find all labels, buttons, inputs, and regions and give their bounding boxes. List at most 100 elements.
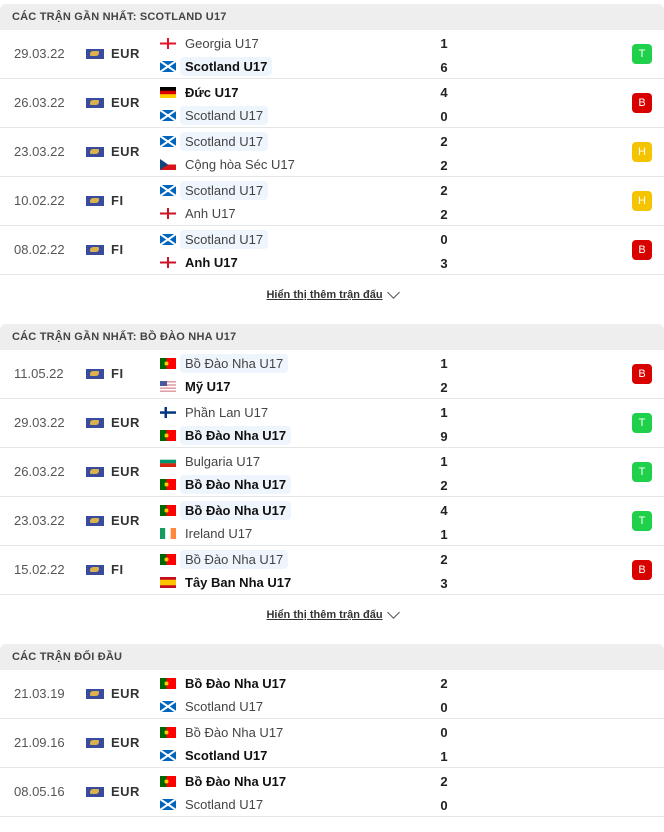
league-name[interactable]: EUR: [111, 415, 140, 430]
away-score: 6: [440, 60, 448, 75]
match-row[interactable]: 21.03.19 EUR Bồ Đào Nha U17 Scotland U17 …: [0, 670, 664, 719]
match-row[interactable]: 23.03.22 EUR Bồ Đào Nha U17 Ireland U17 4…: [0, 497, 664, 546]
team-name[interactable]: Bồ Đào Nha U17: [185, 773, 287, 789]
team-name[interactable]: Scotland U17: [185, 747, 268, 763]
league-name[interactable]: EUR: [111, 513, 140, 528]
league-name[interactable]: EUR: [111, 46, 140, 61]
team-away[interactable]: Anh U17: [160, 251, 243, 273]
league-icon: [86, 49, 104, 59]
team-away[interactable]: Bồ Đào Nha U17: [160, 424, 292, 446]
team-name[interactable]: Bồ Đào Nha U17: [180, 500, 292, 520]
portugal-flag-icon: [160, 677, 176, 689]
section-title: CÁC TRẬN ĐỐI ĐẦU: [12, 651, 123, 663]
team-home[interactable]: Georgia U17: [160, 32, 264, 54]
match-row[interactable]: 29.03.22 EUR Georgia U17 Scotland U17 1 6…: [0, 30, 664, 79]
team-name[interactable]: Bồ Đào Nha U17: [185, 724, 284, 740]
result-badge: T: [632, 511, 652, 531]
team-name[interactable]: Anh U17: [185, 254, 238, 270]
scotland-flag-icon: [160, 184, 176, 196]
result-badge: T: [632, 44, 652, 64]
team-name[interactable]: Bồ Đào Nha U17: [180, 425, 292, 445]
league-name[interactable]: EUR: [111, 144, 140, 159]
team-away[interactable]: Mỹ U17: [160, 375, 236, 397]
team-home[interactable]: Scotland U17: [160, 228, 269, 250]
match-date: 08.05.16: [14, 784, 65, 799]
team-home[interactable]: Scotland U17: [160, 130, 269, 152]
match-row[interactable]: 29.03.22 EUR Phần Lan U17 Bồ Đào Nha U17 …: [0, 399, 664, 448]
team-away[interactable]: Scotland U17: [160, 55, 273, 77]
team-home[interactable]: Bồ Đào Nha U17: [160, 770, 291, 792]
match-date: 23.03.22: [14, 513, 65, 528]
league-name[interactable]: FI: [111, 366, 124, 381]
team-name[interactable]: Đức U17: [185, 84, 239, 100]
team-home[interactable]: Bồ Đào Nha U17: [160, 548, 289, 570]
team-away[interactable]: Anh U17: [160, 202, 241, 224]
match-row[interactable]: 08.05.16 EUR Bồ Đào Nha U17 Scotland U17 …: [0, 768, 664, 817]
team-name[interactable]: Bồ Đào Nha U17: [185, 675, 287, 691]
match-row[interactable]: 15.02.22 FI Bồ Đào Nha U17 Tây Ban Nha U1…: [0, 546, 664, 595]
team-home[interactable]: Bồ Đào Nha U17: [160, 499, 292, 521]
league-name[interactable]: EUR: [111, 686, 140, 701]
away-score: 0: [440, 109, 448, 124]
team-name[interactable]: Scotland U17: [180, 131, 269, 151]
portugal-flag-icon: [160, 478, 176, 490]
team-away[interactable]: Cộng hòa Séc U17: [160, 153, 300, 175]
team-name[interactable]: Phần Lan U17: [185, 404, 269, 420]
match-row[interactable]: 26.03.22 EUR Đức U17 Scotland U17 4 0 B: [0, 79, 664, 128]
team-away[interactable]: Ireland U17: [160, 522, 257, 544]
match-row[interactable]: 08.02.22 FI Scotland U17 Anh U17 0 3 B: [0, 226, 664, 275]
team-home[interactable]: Bulgaria U17: [160, 450, 265, 472]
league-name[interactable]: EUR: [111, 95, 140, 110]
portugal-flag-icon: [160, 775, 176, 787]
team-name[interactable]: Bồ Đào Nha U17: [180, 353, 289, 373]
match-row[interactable]: 10.02.22 FI Scotland U17 Anh U17 2 2 H: [0, 177, 664, 226]
team-away[interactable]: Scotland U17: [160, 744, 272, 766]
match-row[interactable]: 21.09.16 EUR Bồ Đào Nha U17 Scotland U17 …: [0, 719, 664, 768]
team-home[interactable]: Đức U17: [160, 81, 244, 103]
league-name[interactable]: FI: [111, 562, 124, 577]
team-name[interactable]: Tây Ban Nha U17: [185, 574, 292, 590]
match-row[interactable]: 11.05.22 FI Bồ Đào Nha U17 Mỹ U17 1 2 B: [0, 350, 664, 399]
team-name[interactable]: Mỹ U17: [185, 378, 231, 394]
team-name[interactable]: Anh U17: [185, 205, 236, 221]
chevron-down-icon[interactable]: [386, 286, 400, 299]
team-home[interactable]: Phần Lan U17: [160, 401, 273, 423]
team-name[interactable]: Scotland U17: [185, 698, 264, 714]
home-score: 0: [440, 725, 448, 740]
league-icon: [86, 196, 104, 206]
show-more-link[interactable]: Hiển thị thêm trận đấu: [266, 609, 383, 621]
team-name[interactable]: Ireland U17: [185, 525, 253, 541]
team-name[interactable]: Georgia U17: [185, 35, 259, 51]
team-away[interactable]: Scotland U17: [160, 793, 268, 815]
team-name[interactable]: Scotland U17: [180, 105, 269, 125]
league-name[interactable]: FI: [111, 193, 124, 208]
team-home[interactable]: Scotland U17: [160, 179, 269, 201]
league-name[interactable]: EUR: [111, 784, 140, 799]
team-away[interactable]: Tây Ban Nha U17: [160, 571, 296, 593]
team-home[interactable]: Bồ Đào Nha U17: [160, 672, 291, 694]
team-name[interactable]: Bulgaria U17: [185, 453, 261, 469]
show-more-link[interactable]: Hiển thị thêm trận đấu: [266, 289, 383, 301]
league-name[interactable]: FI: [111, 242, 124, 257]
league-name[interactable]: EUR: [111, 735, 140, 750]
match-row[interactable]: 26.03.22 EUR Bulgaria U17 Bồ Đào Nha U17 …: [0, 448, 664, 497]
match-row[interactable]: 23.03.22 EUR Scotland U17 Cộng hòa Séc U1…: [0, 128, 664, 177]
team-name[interactable]: Bồ Đào Nha U17: [180, 549, 289, 569]
team-home[interactable]: Bồ Đào Nha U17: [160, 721, 288, 743]
team-away[interactable]: Bồ Đào Nha U17: [160, 473, 292, 495]
team-name[interactable]: Scotland U17: [180, 229, 269, 249]
league-icon: [86, 565, 104, 575]
match-date: 26.03.22: [14, 95, 65, 110]
team-name[interactable]: Bồ Đào Nha U17: [180, 474, 292, 494]
team-name[interactable]: Scotland U17: [185, 796, 264, 812]
league-name[interactable]: EUR: [111, 464, 140, 479]
team-name[interactable]: Scotland U17: [180, 180, 269, 200]
team-name[interactable]: Cộng hòa Séc U17: [185, 156, 295, 172]
team-home[interactable]: Bồ Đào Nha U17: [160, 352, 289, 374]
team-away[interactable]: Scotland U17: [160, 104, 269, 126]
chevron-down-icon[interactable]: [386, 606, 400, 619]
away-score: 2: [440, 478, 448, 493]
away-score: 3: [440, 256, 448, 271]
team-name[interactable]: Scotland U17: [180, 56, 273, 76]
team-away[interactable]: Scotland U17: [160, 695, 268, 717]
